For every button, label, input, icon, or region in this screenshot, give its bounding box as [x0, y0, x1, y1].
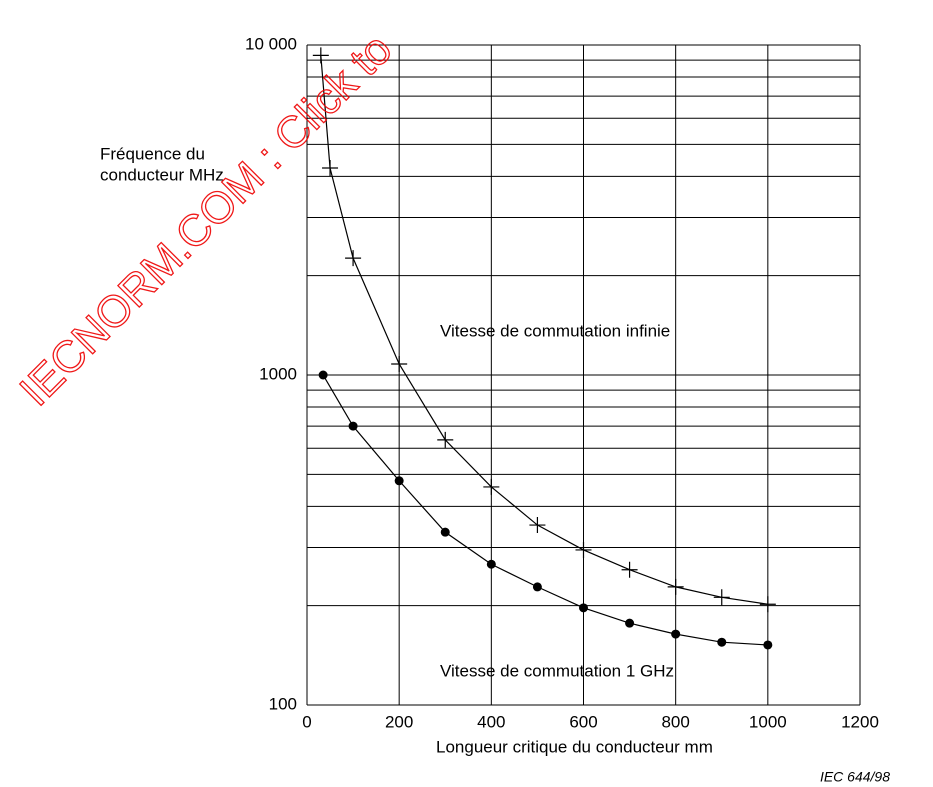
x-tick-label: 0: [302, 712, 311, 731]
x-tick-label: 1000: [749, 712, 787, 731]
point: [529, 517, 546, 534]
point: [345, 250, 362, 267]
point: [625, 618, 635, 628]
point: [671, 629, 681, 639]
y-tick-label: 10 000: [245, 34, 297, 53]
point: [667, 578, 684, 595]
series-label: Vitesse de commutation 1 GHz: [440, 661, 674, 680]
x-tick-label: 600: [569, 712, 597, 731]
x-tick-label: 1200: [841, 712, 879, 731]
series-label: Vitesse de commutation infinie: [440, 321, 670, 340]
y-tick-label: 100: [269, 694, 297, 713]
point: [713, 589, 730, 606]
point: [348, 421, 358, 431]
point: [322, 159, 339, 176]
series-line: [320, 55, 768, 605]
y-axis-label: Fréquence du: [100, 144, 205, 163]
point: [575, 541, 592, 558]
x-tick-label: 400: [477, 712, 505, 731]
point: [437, 431, 454, 448]
series-line: [322, 374, 768, 646]
point: [318, 370, 328, 380]
y-tick-label: 1000: [259, 364, 297, 383]
point: [621, 561, 638, 578]
point: [579, 603, 588, 613]
point: [532, 582, 542, 592]
source-note: IEC 644/98: [820, 769, 890, 785]
point: [759, 596, 776, 613]
point: [763, 640, 773, 650]
x-axis-label: Longueur critique du conducteur mm: [436, 737, 713, 756]
x-tick-label: 800: [661, 712, 689, 731]
point: [312, 47, 329, 64]
point: [486, 559, 496, 569]
point: [391, 355, 408, 372]
point: [440, 527, 450, 537]
x-tick-label: 200: [385, 712, 413, 731]
y-axis-label: conducteur MHz: [100, 165, 224, 184]
point: [483, 478, 500, 495]
point: [394, 476, 404, 486]
point: [717, 637, 727, 647]
